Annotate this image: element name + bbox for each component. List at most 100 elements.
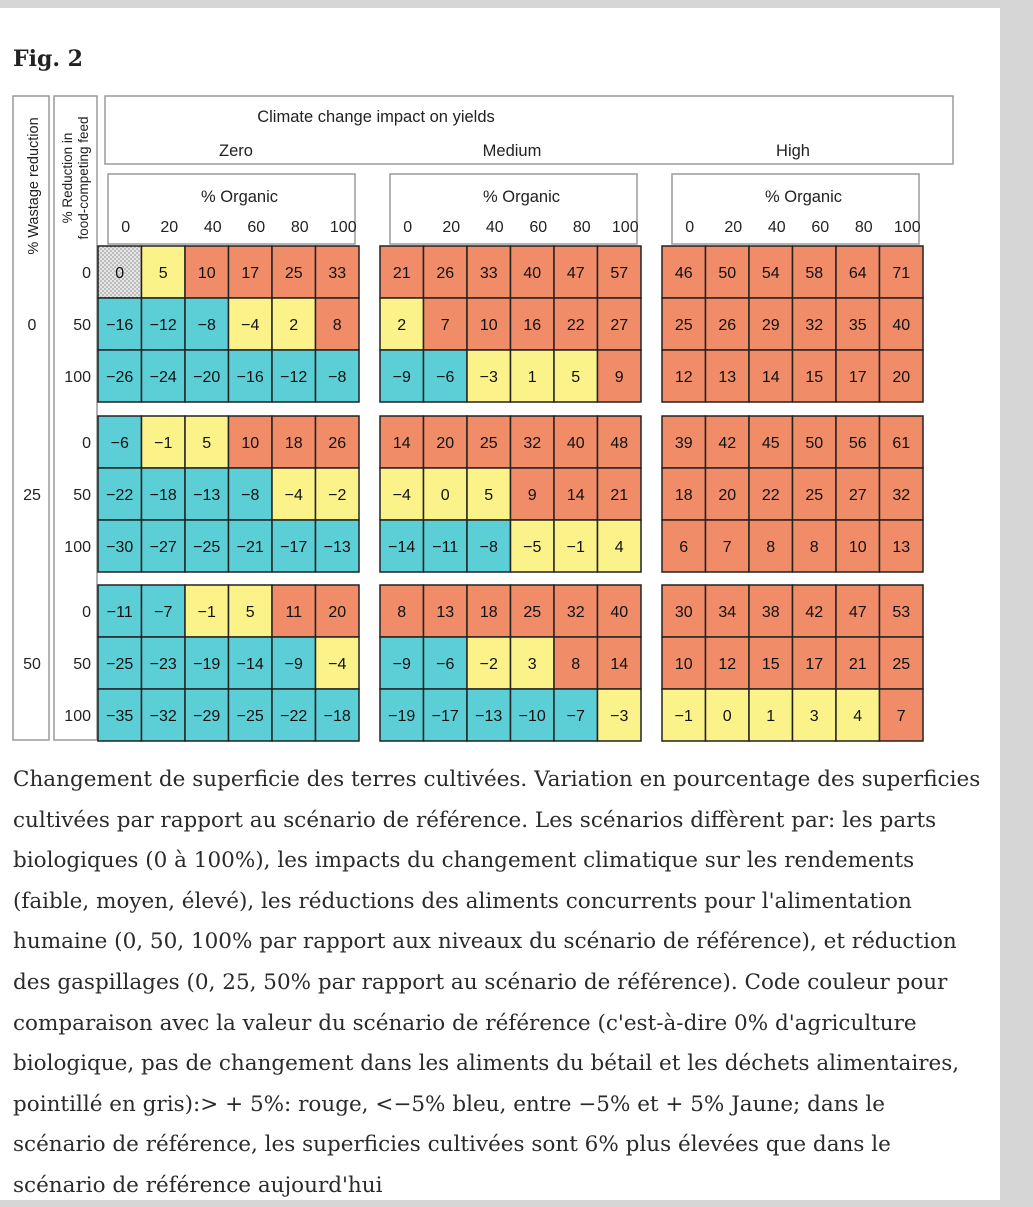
heatmap-cell bbox=[704, 297, 750, 351]
cell-value-label: 27 bbox=[849, 487, 867, 504]
organic-tick-label: 100 bbox=[894, 219, 921, 236]
cell-value-label: 0 bbox=[115, 265, 124, 282]
cell-value-label: −32 bbox=[150, 708, 177, 725]
cell-value-label: 4 bbox=[853, 708, 862, 725]
heatmap-cell bbox=[835, 415, 881, 469]
heatmap-cell bbox=[271, 415, 317, 469]
cell-value-label: 13 bbox=[436, 604, 454, 621]
cell-value-label: −16 bbox=[106, 317, 133, 334]
cell-value-label: −8 bbox=[328, 369, 346, 386]
cell-value-label: −3 bbox=[610, 708, 628, 725]
cell-value-label: 40 bbox=[523, 265, 541, 282]
feed-axis-label-line1: % Reduction in bbox=[60, 133, 75, 224]
heatmap-cell bbox=[466, 349, 512, 403]
feed-tick-label: 100 bbox=[64, 539, 91, 556]
cell-value-label: −8 bbox=[241, 487, 259, 504]
cell-value-label: −16 bbox=[237, 369, 264, 386]
cell-value-label: 42 bbox=[805, 604, 823, 621]
cell-value-label: 5 bbox=[571, 369, 580, 386]
cell-value-label: 1 bbox=[766, 708, 775, 725]
cell-value-label: 17 bbox=[241, 265, 259, 282]
heatmap-cell bbox=[184, 688, 230, 742]
cell-value-label: 10 bbox=[198, 265, 216, 282]
cell-value-label: 13 bbox=[892, 539, 910, 556]
organic-tick-label: 60 bbox=[529, 219, 547, 236]
cell-value-label: −13 bbox=[193, 487, 220, 504]
heatmap-cell bbox=[596, 636, 642, 690]
cell-value-label: −18 bbox=[150, 487, 177, 504]
cell-value-label: 61 bbox=[892, 435, 910, 452]
cell-value-label: 0 bbox=[723, 708, 732, 725]
heatmap-cell bbox=[596, 584, 642, 638]
cell-value-label: 10 bbox=[480, 317, 498, 334]
organic-group-label: % Organic bbox=[201, 188, 278, 206]
cell-value-label: 21 bbox=[849, 656, 867, 673]
heatmap-cell bbox=[704, 245, 750, 299]
cell-value-label: 18 bbox=[285, 435, 303, 452]
heatmap-cell bbox=[661, 349, 707, 403]
heatmap-cell bbox=[791, 519, 837, 573]
heatmap-cell bbox=[835, 519, 881, 573]
cell-value-label: −6 bbox=[436, 656, 454, 673]
cell-value-label: −1 bbox=[154, 435, 172, 452]
feed-tick-label: 0 bbox=[82, 604, 91, 621]
feed-tick-label: 100 bbox=[64, 708, 91, 725]
cell-value-label: −1 bbox=[198, 604, 216, 621]
heatmap-cell bbox=[314, 415, 360, 469]
cell-value-label: 20 bbox=[892, 369, 910, 386]
wastage-axis-frame bbox=[12, 95, 50, 741]
cell-value-label: 3 bbox=[810, 708, 819, 725]
cell-value-label: 33 bbox=[328, 265, 346, 282]
cell-value-label: 3 bbox=[528, 656, 537, 673]
cell-value-label: 1 bbox=[528, 369, 537, 386]
figure-caption: Changement de superficie des terres cult… bbox=[13, 767, 981, 1198]
organic-tick-label: 100 bbox=[612, 219, 639, 236]
cell-value-label: 34 bbox=[718, 604, 736, 621]
heatmap-cell bbox=[704, 636, 750, 690]
organic-group-label: % Organic bbox=[765, 188, 842, 206]
cell-value-label: 4 bbox=[615, 539, 624, 556]
cell-value-label: 33 bbox=[480, 265, 498, 282]
cell-value-label: 10 bbox=[675, 656, 693, 673]
cell-value-label: −3 bbox=[480, 369, 498, 386]
cell-value-label: 22 bbox=[567, 317, 585, 334]
chart-title: Climate change impact on yields bbox=[257, 108, 495, 126]
cell-value-label: 47 bbox=[849, 604, 867, 621]
cell-value-label: 26 bbox=[436, 265, 454, 282]
heatmap-cell bbox=[748, 415, 794, 469]
figure-label: Fig. 2 bbox=[13, 46, 83, 72]
heatmap-cell bbox=[791, 349, 837, 403]
organic-tick-label: 60 bbox=[247, 219, 265, 236]
organic-tick-label: 0 bbox=[685, 219, 694, 236]
cell-value-label: 21 bbox=[610, 487, 628, 504]
cell-value-label: 26 bbox=[718, 317, 736, 334]
heatmap-cell bbox=[509, 467, 555, 521]
cell-value-label: 25 bbox=[285, 265, 303, 282]
cell-value-label: −19 bbox=[388, 708, 415, 725]
cell-value-label: −7 bbox=[567, 708, 585, 725]
cell-value-label: 54 bbox=[762, 265, 780, 282]
wastage-tick-label: 0 bbox=[28, 317, 37, 334]
heatmap-cell bbox=[184, 245, 230, 299]
heatmap-cell bbox=[553, 636, 599, 690]
cell-value-label: 35 bbox=[849, 317, 867, 334]
cell-value-label: 18 bbox=[675, 487, 693, 504]
wastage-axis-label: % Wastage reduction bbox=[26, 117, 42, 254]
heatmap-cell bbox=[314, 688, 360, 742]
heatmap-cell bbox=[314, 349, 360, 403]
heatmap-cell bbox=[878, 688, 924, 742]
cell-value-label: −14 bbox=[237, 656, 264, 673]
heatmap-cell bbox=[466, 636, 512, 690]
heatmap-cell bbox=[271, 349, 317, 403]
heatmap-cell bbox=[227, 688, 273, 742]
cell-value-label: 14 bbox=[762, 369, 780, 386]
cell-value-label: 25 bbox=[480, 435, 498, 452]
cell-value-label: −17 bbox=[432, 708, 459, 725]
cell-value-label: −17 bbox=[280, 539, 307, 556]
cell-value-label: 17 bbox=[805, 656, 823, 673]
wastage-tick-label: 50 bbox=[23, 656, 41, 673]
heatmap-cell bbox=[791, 415, 837, 469]
cell-value-label: 5 bbox=[202, 435, 211, 452]
cell-value-label: −9 bbox=[393, 369, 411, 386]
heatmap-cell bbox=[314, 519, 360, 573]
